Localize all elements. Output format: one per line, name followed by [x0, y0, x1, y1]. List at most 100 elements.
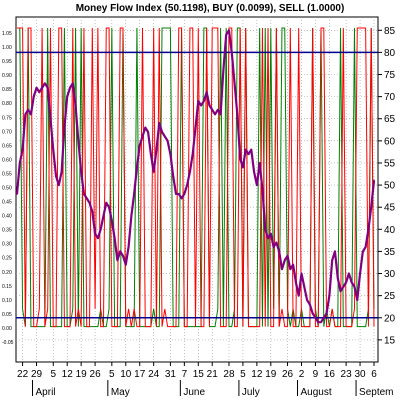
left-tick-label: 0.15	[2, 284, 12, 290]
x-tick-label: 19	[265, 369, 277, 380]
right-tick-label: 30	[384, 269, 396, 280]
x-tick-label: 29	[31, 369, 43, 380]
mfi-point	[347, 272, 350, 275]
mfi-point	[52, 148, 55, 151]
x-tick-label: 5	[50, 369, 56, 380]
x-tick-label: 12	[62, 369, 74, 380]
left-tick-label: -0.05	[2, 340, 14, 346]
mfi-point	[208, 104, 211, 107]
mfi-point	[314, 316, 317, 319]
x-tick-label: 23	[341, 369, 353, 380]
x-tick-label: 17	[134, 369, 146, 380]
month-label: July	[242, 387, 260, 398]
mfi-point	[35, 86, 38, 89]
mfi-point	[289, 268, 292, 271]
month-label: April	[36, 387, 56, 398]
mfi-point	[77, 139, 80, 142]
mfi-point	[345, 281, 348, 284]
left-tick-label: 0.60	[2, 157, 12, 163]
mfi-point	[303, 285, 306, 288]
right-tick-label: 35	[384, 247, 396, 258]
mfi-point	[308, 303, 311, 306]
mfi-point	[144, 126, 147, 129]
mfi-point	[94, 232, 96, 235]
mfi-point	[322, 316, 325, 319]
left-tick-label: 0.20	[2, 270, 12, 276]
right-tick-label: 15	[384, 335, 396, 346]
mfi-point	[342, 285, 345, 288]
right-tick-label: 55	[384, 158, 396, 169]
mfi-point	[116, 259, 119, 262]
mfi-point	[191, 153, 194, 156]
mfi-point	[21, 148, 24, 151]
mfi-point	[102, 215, 105, 217]
mfi-point	[236, 113, 239, 116]
x-axis: 22 29 5 12 19 26 5 10 17 24 31 7 15 21 28 5 12 19 26 2 9 16 23…	[17, 362, 394, 398]
x-tick-label: 6	[371, 369, 377, 380]
mfi-point	[281, 268, 283, 271]
x-tick-label: 21	[207, 369, 219, 380]
mfi-point	[295, 281, 297, 284]
x-tick-label: 30	[354, 369, 366, 380]
mfi-point	[71, 82, 74, 85]
mfi-point	[325, 312, 328, 315]
mfi-point	[163, 135, 166, 138]
mfi-point	[99, 228, 102, 231]
mfi-point	[16, 193, 18, 195]
sell-signal-series	[17, 27, 375, 328]
left-tick-label: 0.05	[2, 312, 12, 318]
mfi-point	[200, 104, 202, 107]
mfi-point	[136, 166, 138, 169]
right-tick-label: 60	[384, 136, 396, 147]
mfi-point	[169, 153, 172, 156]
right-tick-label: 80	[384, 48, 396, 59]
mfi-point	[110, 219, 113, 222]
right-tick-label: 75	[384, 70, 396, 81]
mfi-point	[155, 148, 158, 151]
mfi-point	[32, 95, 35, 98]
left-tick-label: 1.00	[2, 45, 12, 51]
mfi-series	[15, 29, 376, 324]
mfi-point	[225, 33, 228, 36]
x-tick-label: 12	[251, 369, 263, 380]
mfi-point	[133, 193, 136, 195]
mfi-point	[96, 237, 99, 240]
mfi-point	[216, 108, 219, 111]
chart-title: Money Flow Index (50.1198), BUY (0.0099)…	[76, 3, 345, 14]
mfi-point	[350, 281, 353, 284]
mfi-point	[283, 259, 286, 262]
mfi-point	[228, 29, 230, 32]
left-axis: 1.05 1.00 0.95 0.90 0.85 0.80 0.75 0.70 0.65 0.60…	[2, 31, 14, 346]
mfi-point	[239, 157, 242, 160]
mfi-point	[300, 272, 303, 275]
mfi-point	[267, 237, 269, 240]
mfi-point	[189, 170, 191, 173]
mfi-point	[367, 228, 370, 231]
mfi-point	[317, 321, 320, 324]
left-tick-label: 0.90	[2, 73, 12, 79]
left-tick-label: 0.10	[2, 298, 12, 304]
mfi-point	[158, 122, 161, 125]
x-tick-label: 15	[193, 369, 205, 380]
mfi-point	[320, 321, 322, 324]
mfi-point	[219, 113, 222, 116]
mfi-point	[264, 228, 267, 231]
mfi-point	[214, 113, 216, 116]
mfi-point	[88, 201, 91, 204]
x-tick-label: 5	[240, 369, 246, 380]
mfi-point	[261, 188, 264, 191]
mfi-point	[55, 175, 57, 178]
mfi-point	[275, 241, 278, 244]
mfi-point	[211, 108, 214, 111]
mfi-point	[306, 299, 308, 301]
mfi-point	[269, 232, 272, 235]
left-tick-label: 0.25	[2, 256, 12, 262]
left-tick-label: 0.80	[2, 101, 12, 107]
mfi-point	[242, 166, 244, 169]
mfi-point	[247, 153, 250, 156]
mfi-point	[353, 285, 356, 288]
mfi-point	[311, 312, 314, 315]
mfi-point	[41, 86, 44, 89]
x-tick-label: 5	[109, 369, 115, 380]
